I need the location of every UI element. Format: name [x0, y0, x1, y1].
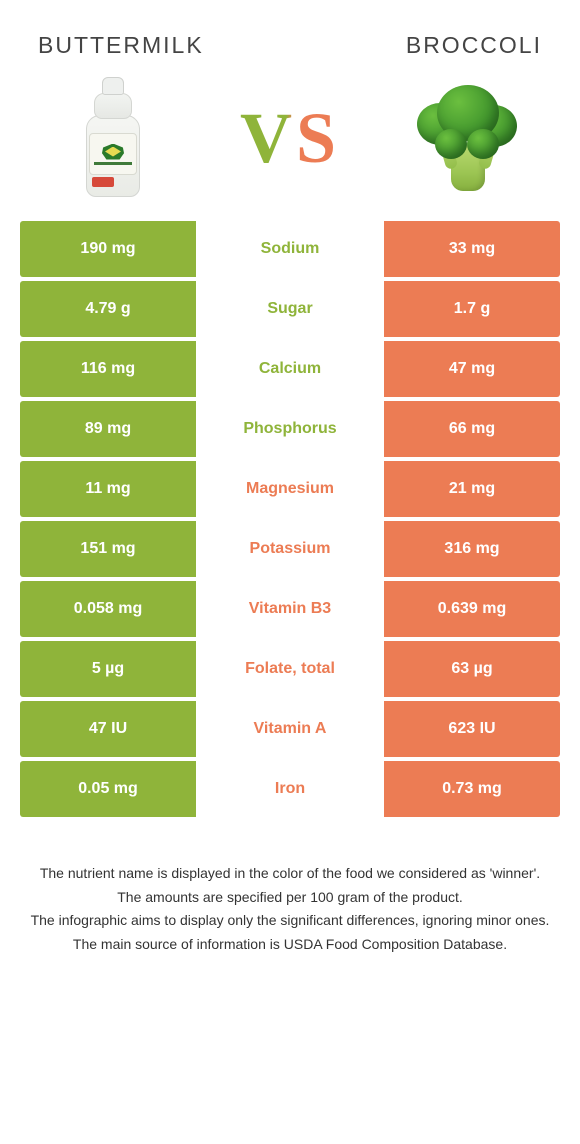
- value-right: 21 mg: [384, 461, 560, 517]
- titles-row: BUTTERMILK BROCCOLI: [0, 0, 580, 59]
- value-left: 0.058 mg: [20, 581, 196, 637]
- table-row: 116 mgCalcium47 mg: [20, 341, 560, 397]
- nutrient-name: Folate, total: [196, 641, 384, 697]
- value-left: 4.79 g: [20, 281, 196, 337]
- nutrient-name: Calcium: [196, 341, 384, 397]
- nutrient-name: Potassium: [196, 521, 384, 577]
- title-left: BUTTERMILK: [38, 32, 204, 59]
- table-row: 151 mgPotassium316 mg: [20, 521, 560, 577]
- table-row: 190 mgSodium33 mg: [20, 221, 560, 277]
- value-left: 47 IU: [20, 701, 196, 757]
- table-row: 4.79 gSugar1.7 g: [20, 281, 560, 337]
- value-left: 0.05 mg: [20, 761, 196, 817]
- value-left: 5 µg: [20, 641, 196, 697]
- caption-line: The main source of information is USDA F…: [20, 934, 560, 956]
- nutrient-name: Iron: [196, 761, 384, 817]
- table-row: 47 IUVitamin A623 IU: [20, 701, 560, 757]
- table-row: 5 µgFolate, total63 µg: [20, 641, 560, 697]
- nutrient-name: Sugar: [196, 281, 384, 337]
- table-row: 89 mgPhosphorus66 mg: [20, 401, 560, 457]
- nutrient-name: Vitamin A: [196, 701, 384, 757]
- vs-label: VS: [240, 97, 340, 180]
- food-image-right: [402, 73, 532, 203]
- nutrient-name: Magnesium: [196, 461, 384, 517]
- value-left: 11 mg: [20, 461, 196, 517]
- value-right: 47 mg: [384, 341, 560, 397]
- caption-line: The infographic aims to display only the…: [20, 910, 560, 932]
- value-right: 63 µg: [384, 641, 560, 697]
- value-right: 1.7 g: [384, 281, 560, 337]
- table-row: 11 mgMagnesium21 mg: [20, 461, 560, 517]
- caption-block: The nutrient name is displayed in the co…: [20, 863, 560, 956]
- title-right: BROCCOLI: [406, 32, 542, 59]
- value-left: 190 mg: [20, 221, 196, 277]
- value-left: 116 mg: [20, 341, 196, 397]
- table-row: 0.058 mgVitamin B30.639 mg: [20, 581, 560, 637]
- table-row: 0.05 mgIron0.73 mg: [20, 761, 560, 817]
- value-right: 0.639 mg: [384, 581, 560, 637]
- hero-row: VS: [0, 59, 580, 221]
- value-left: 151 mg: [20, 521, 196, 577]
- broccoli-icon: [411, 83, 523, 193]
- value-right: 33 mg: [384, 221, 560, 277]
- nutrient-name: Vitamin B3: [196, 581, 384, 637]
- food-image-left: [48, 73, 178, 203]
- nutrient-name: Sodium: [196, 221, 384, 277]
- caption-line: The amounts are specified per 100 gram o…: [20, 887, 560, 909]
- value-right: 316 mg: [384, 521, 560, 577]
- infographic-root: BUTTERMILK BROCCOLI VS 190 mgSod: [0, 0, 580, 1144]
- value-left: 89 mg: [20, 401, 196, 457]
- comparison-table: 190 mgSodium33 mg4.79 gSugar1.7 g116 mgC…: [20, 221, 560, 817]
- nutrient-name: Phosphorus: [196, 401, 384, 457]
- buttermilk-bottle-icon: [84, 77, 142, 199]
- value-right: 0.73 mg: [384, 761, 560, 817]
- caption-line: The nutrient name is displayed in the co…: [20, 863, 560, 885]
- value-right: 623 IU: [384, 701, 560, 757]
- value-right: 66 mg: [384, 401, 560, 457]
